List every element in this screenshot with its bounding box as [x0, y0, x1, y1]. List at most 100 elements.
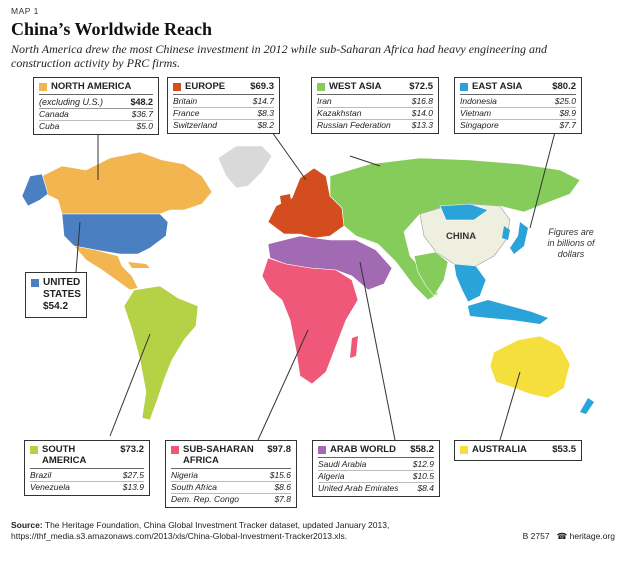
region-total: $69.3 [250, 81, 274, 92]
country-name: Cuba [39, 121, 60, 131]
map-header: MAP 1 China’s Worldwide Reach North Amer… [11, 6, 611, 70]
legend-east-asia: EAST ASIA $80.2 Indonesia $25.0 Vietnam $8.… [454, 77, 582, 134]
country-name: Switzerland [173, 120, 217, 130]
country-value: $13.3 [411, 120, 433, 130]
legend-north-america: NORTH AMERICA (excluding U.S.) $48.2 Cana… [33, 77, 159, 135]
country-name: Nigeria [171, 470, 198, 480]
country-name: Britain [173, 96, 198, 106]
swatch-usa [31, 279, 39, 287]
country-value: $25.0 [554, 96, 576, 106]
country-value: $8.9 [559, 108, 576, 118]
greenland-shape [217, 145, 273, 189]
country-value: $27.5 [122, 470, 144, 480]
region-name: AFRICA [183, 455, 219, 466]
legend-europe: EUROPE $69.3 Britain $14.7 France $8.3 Swit… [167, 77, 280, 134]
country-name: United Arab Emirates [318, 483, 399, 493]
legend-united-states: UNITED STATES $54.2 [25, 272, 87, 318]
legend-australia: AUSTRALIA $53.5 [454, 440, 582, 461]
south-america-shape [123, 285, 199, 421]
leader-lines [75, 131, 556, 441]
swatch-east-asia [460, 83, 468, 91]
region-total: $73.2 [120, 444, 144, 455]
region-name: AUSTRALIA [472, 444, 527, 455]
country-name: Algeria [318, 471, 345, 481]
country-value: $10.5 [412, 471, 434, 481]
country-name: France [173, 108, 200, 118]
country-name: Iran [317, 96, 332, 106]
canada-shape [41, 151, 213, 215]
country-name: Venezuela [30, 482, 70, 492]
country-value: $5.0 [136, 121, 153, 131]
country-name: Singapore [460, 120, 499, 130]
country-name: Saudi Arabia [318, 459, 367, 469]
country-name: Indonesia [460, 96, 497, 106]
source-url: https://thf_media.s3.amazonaws.com/2013/… [11, 531, 348, 541]
country-value: $36.7 [131, 109, 153, 119]
alaska-shape [21, 173, 49, 207]
source-text: The Heritage Foundation, China Global In… [44, 520, 390, 530]
map-number: MAP 1 [11, 6, 39, 16]
map-subtitle: North America drew the most Chinese inve… [11, 42, 548, 70]
region-name: EAST ASIA [472, 81, 523, 92]
region-name: SUB-SAHARAN [183, 444, 254, 455]
caribbean-shape [128, 262, 150, 268]
indonesia-shape [468, 300, 548, 324]
legend-south-america: SOUTH AMERICA $73.2 Brazil $27.5 Venezuela… [24, 440, 150, 496]
region-total: $54.2 [43, 301, 69, 312]
region-name: NORTH AMERICA [51, 81, 132, 92]
country-name: Russian Federation [317, 120, 391, 130]
country-name: Canada [39, 109, 69, 119]
country-value: $13.9 [122, 482, 144, 492]
india-shape [413, 251, 449, 297]
region-total: $97.8 [267, 444, 291, 455]
swatch-australia [460, 446, 468, 454]
heritage-bell-icon: ☎ [556, 531, 568, 541]
legend-west-asia: WEST ASIA $72.5 Iran $16.8 Kazakhstan $14.0… [311, 77, 439, 134]
swatch-europe [173, 83, 181, 91]
southeast-asia-shape [453, 263, 487, 303]
legend-arab-world: ARAB WORLD $58.2 Saudi Arabia $12.9 Algeri… [312, 440, 440, 497]
country-value: $16.8 [411, 96, 433, 106]
region-name: WEST ASIA [329, 81, 382, 92]
usa-shape [61, 213, 169, 255]
country-value: $15.6 [269, 470, 291, 480]
units-note: Figures are in billions of dollars [547, 227, 595, 259]
country-value: $8.2 [257, 120, 274, 130]
region-total: $48.2 [130, 97, 153, 107]
country-name: Dem. Rep. Congo [171, 494, 240, 504]
country-value: $8.3 [257, 108, 274, 118]
country-name: Kazakhstan [317, 108, 362, 118]
japan-shape [510, 222, 528, 254]
korea-shape [502, 226, 510, 240]
britain-shape [280, 194, 292, 210]
country-name: Vietnam [460, 108, 492, 118]
country-name: Brazil [30, 470, 52, 480]
swatch-africa [171, 446, 179, 454]
region-name: SOUTH AMERICA [42, 444, 87, 466]
country-value: $12.9 [412, 459, 434, 469]
swatch-south-america [30, 446, 38, 454]
swatch-west-asia [317, 83, 325, 91]
region-total: $58.2 [410, 444, 434, 455]
region-name: UNITED [43, 277, 81, 288]
country-value: $7.7 [559, 120, 576, 130]
source-label: Source: [11, 520, 43, 530]
country-name: South Africa [171, 482, 217, 492]
country-value: $8.6 [274, 482, 291, 492]
region-total: $53.5 [552, 444, 576, 455]
country-value: $7.8 [274, 494, 291, 504]
country-value: $14.0 [411, 108, 433, 118]
swatch-north-america [39, 83, 47, 91]
country-value: $14.7 [252, 96, 274, 106]
region-name: ARAB WORLD [330, 444, 396, 455]
region-total: $72.5 [409, 81, 433, 92]
swatch-arab-world [318, 446, 326, 454]
region-name: EUROPE [185, 81, 226, 92]
australia-shape [489, 335, 571, 399]
legend-sub-saharan-africa: SUB-SAHARAN AFRICA $97.8 Nigeria $15.6 Sout… [165, 440, 297, 508]
source-footer: Source: The Heritage Foundation, China G… [11, 520, 615, 542]
region-total: $80.2 [552, 81, 576, 92]
report-code: B 2757 [522, 531, 550, 541]
site-name: heritage.org [569, 531, 615, 541]
